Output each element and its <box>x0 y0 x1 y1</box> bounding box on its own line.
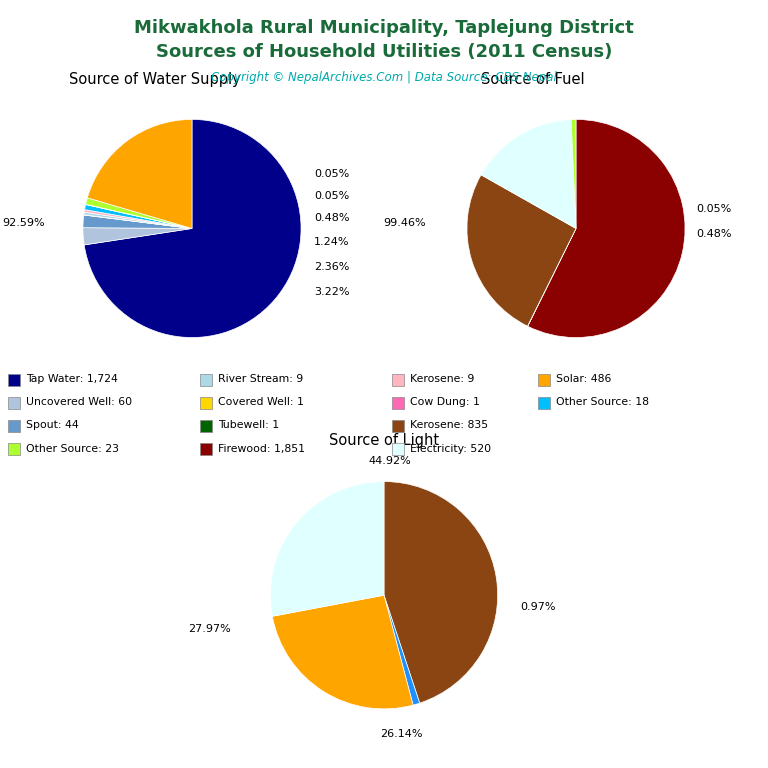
Text: Tap Water: 1,724: Tap Water: 1,724 <box>26 374 118 385</box>
Text: Other Source: 23: Other Source: 23 <box>26 443 119 454</box>
Wedge shape <box>384 482 498 703</box>
Wedge shape <box>270 482 384 616</box>
Text: 1.24%: 1.24% <box>314 237 349 247</box>
Text: Firewood: 1,851: Firewood: 1,851 <box>218 443 305 454</box>
Text: 0.97%: 0.97% <box>521 601 556 611</box>
Wedge shape <box>84 119 301 337</box>
Text: Covered Well: 1: Covered Well: 1 <box>218 397 304 408</box>
Text: 27.97%: 27.97% <box>188 624 230 634</box>
Wedge shape <box>467 175 576 326</box>
Text: 0.05%: 0.05% <box>314 190 349 200</box>
Text: Cow Dung: 1: Cow Dung: 1 <box>410 397 480 408</box>
Wedge shape <box>528 119 685 338</box>
Wedge shape <box>84 210 192 229</box>
Text: Source of Fuel: Source of Fuel <box>481 72 584 87</box>
Text: River Stream: 9: River Stream: 9 <box>218 374 303 385</box>
Wedge shape <box>83 227 192 245</box>
Text: Copyright © NepalArchives.Com | Data Source: CBS Nepal: Copyright © NepalArchives.Com | Data Sou… <box>211 71 557 84</box>
Text: Source of Water Supply: Source of Water Supply <box>69 72 241 87</box>
Wedge shape <box>571 119 576 229</box>
Title: Source of Light: Source of Light <box>329 433 439 448</box>
Text: Uncovered Well: 60: Uncovered Well: 60 <box>26 397 132 408</box>
Text: Tubewell: 1: Tubewell: 1 <box>218 420 280 431</box>
Wedge shape <box>273 595 413 709</box>
Text: 99.46%: 99.46% <box>383 218 425 228</box>
Wedge shape <box>384 595 419 705</box>
Text: Electricity: 520: Electricity: 520 <box>410 443 492 454</box>
Text: Other Source: 18: Other Source: 18 <box>556 397 649 408</box>
Wedge shape <box>88 119 192 229</box>
Wedge shape <box>84 212 192 229</box>
Text: 0.05%: 0.05% <box>696 204 731 214</box>
Text: Mikwakhola Rural Municipality, Taplejung District
Sources of Household Utilities: Mikwakhola Rural Municipality, Taplejung… <box>134 19 634 61</box>
Text: 0.48%: 0.48% <box>314 213 349 223</box>
Wedge shape <box>83 215 192 229</box>
Text: Kerosene: 9: Kerosene: 9 <box>410 374 475 385</box>
Text: 92.59%: 92.59% <box>2 218 45 228</box>
Text: 44.92%: 44.92% <box>369 456 411 466</box>
Text: 2.36%: 2.36% <box>314 262 349 272</box>
Wedge shape <box>84 204 192 229</box>
Wedge shape <box>481 120 576 229</box>
Text: Solar: 486: Solar: 486 <box>556 374 611 385</box>
Wedge shape <box>85 204 192 229</box>
Text: 3.22%: 3.22% <box>314 286 349 296</box>
Text: 0.05%: 0.05% <box>314 169 349 179</box>
Text: Spout: 44: Spout: 44 <box>26 420 79 431</box>
Text: 0.48%: 0.48% <box>696 229 731 239</box>
Wedge shape <box>528 229 576 326</box>
Wedge shape <box>84 215 192 229</box>
Text: Kerosene: 835: Kerosene: 835 <box>410 420 488 431</box>
Wedge shape <box>86 198 192 229</box>
Text: 26.14%: 26.14% <box>380 729 422 739</box>
